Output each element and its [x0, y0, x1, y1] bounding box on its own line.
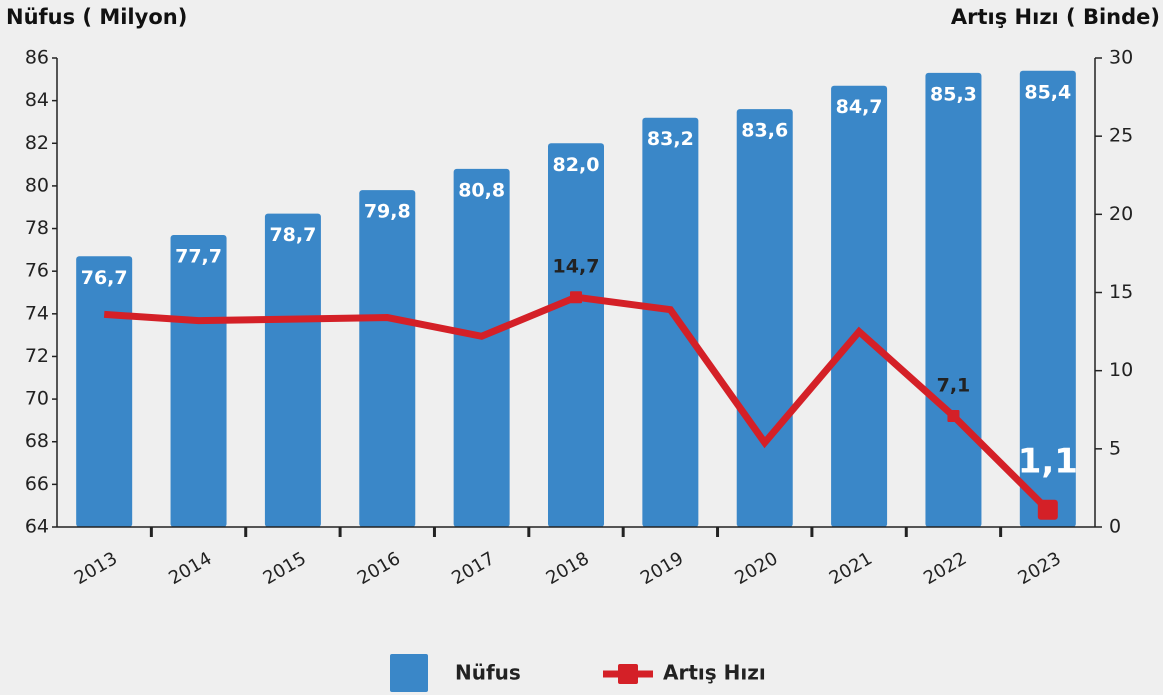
bar-value-label: 83,2	[647, 128, 694, 150]
legend-label: Nüfus	[455, 661, 521, 685]
bar	[925, 72, 982, 527]
bar	[736, 109, 793, 527]
bar-value-label: 77,7	[175, 245, 222, 267]
bar-value-label: 85,4	[1024, 81, 1071, 103]
y-axis-title: Nüfus ( Milyon)	[6, 5, 187, 29]
y2-tick-label: 30	[1109, 47, 1133, 69]
bar-value-label: 80,8	[458, 179, 505, 201]
y-tick-label: 82	[25, 132, 49, 154]
bar-value-label: 82,0	[553, 154, 600, 176]
y2-tick-label: 20	[1109, 203, 1133, 225]
bar	[642, 117, 699, 527]
bar	[453, 168, 510, 527]
y-tick-label: 76	[25, 260, 49, 282]
bar-value-label: 79,8	[364, 201, 411, 223]
y-tick-label: 64	[25, 516, 49, 538]
line-marker	[570, 291, 582, 304]
bar	[548, 143, 604, 528]
bar-value-label: 76,7	[81, 267, 128, 289]
bar-value-label: 85,3	[930, 83, 977, 105]
line-value-label: 7,1	[937, 375, 971, 397]
bar	[170, 234, 227, 527]
y-tick-label: 68	[25, 430, 49, 452]
line-marker	[947, 410, 960, 423]
y-tick-label: 70	[25, 388, 49, 410]
y2-tick-label: 5	[1109, 437, 1121, 459]
y2-axis-title: Artış Hızı ( Binde)	[951, 5, 1160, 29]
bar	[1019, 70, 1076, 528]
y2-tick-label: 15	[1109, 281, 1133, 303]
y-tick-label: 66	[25, 473, 49, 495]
y-tick-label: 72	[25, 345, 49, 367]
y-tick-label: 84	[25, 89, 49, 111]
y2-tick-label: 25	[1109, 125, 1133, 147]
bar-value-label: 78,7	[269, 224, 316, 246]
line-marker	[1037, 499, 1058, 520]
legend-swatch	[390, 654, 428, 692]
bar	[831, 85, 888, 528]
bar	[76, 256, 133, 527]
legend-label: Artış Hızı	[663, 661, 766, 685]
y2-tick-label: 10	[1109, 359, 1133, 381]
line-value-label: 14,7	[553, 256, 600, 278]
bar	[359, 190, 416, 527]
y-tick-label: 78	[25, 217, 49, 239]
y-tick-label: 86	[25, 47, 49, 69]
y-tick-label: 74	[25, 302, 49, 324]
y-tick-label: 80	[25, 174, 49, 196]
legend-marker	[618, 664, 638, 684]
line-value-label: 1,1	[1018, 441, 1078, 481]
bar-value-label: 83,6	[741, 120, 788, 142]
bar-value-label: 84,7	[836, 96, 883, 118]
y2-tick-label: 0	[1109, 516, 1121, 538]
bar	[264, 213, 321, 527]
